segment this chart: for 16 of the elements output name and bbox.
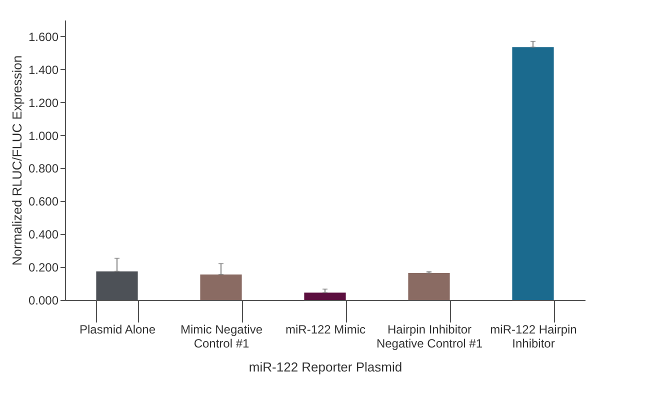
y-axis-title: Normalized RLUC/FLUC Expression xyxy=(9,55,24,266)
y-tick-label: 1.000 xyxy=(28,128,59,143)
y-tick-label: 0.200 xyxy=(28,260,59,275)
y-tick-label: 0.800 xyxy=(28,162,59,176)
x-tick-label: Plasmid Alone xyxy=(79,322,156,336)
y-tick-label: 0.600 xyxy=(28,194,59,209)
x-tick-label: miR-122 Mimic xyxy=(285,322,366,336)
y-tick-label: 1.200 xyxy=(28,96,59,110)
x-tick-label: miR-122 Hairpin Inhibitor xyxy=(490,322,577,350)
x-tick-label: Mimic Negative Control #1 xyxy=(180,322,263,350)
x-tick-label: Hairpin Inhibitor Negative Control #1 xyxy=(376,322,483,350)
y-tick-label: 0.000 xyxy=(28,294,59,308)
y-tick-label: 0.400 xyxy=(28,228,59,242)
x-axis-title: miR-122 Reporter Plasmid xyxy=(248,360,402,374)
y-tick-label: 1.400 xyxy=(28,62,59,77)
y-tick-label: 1.600 xyxy=(28,30,59,44)
